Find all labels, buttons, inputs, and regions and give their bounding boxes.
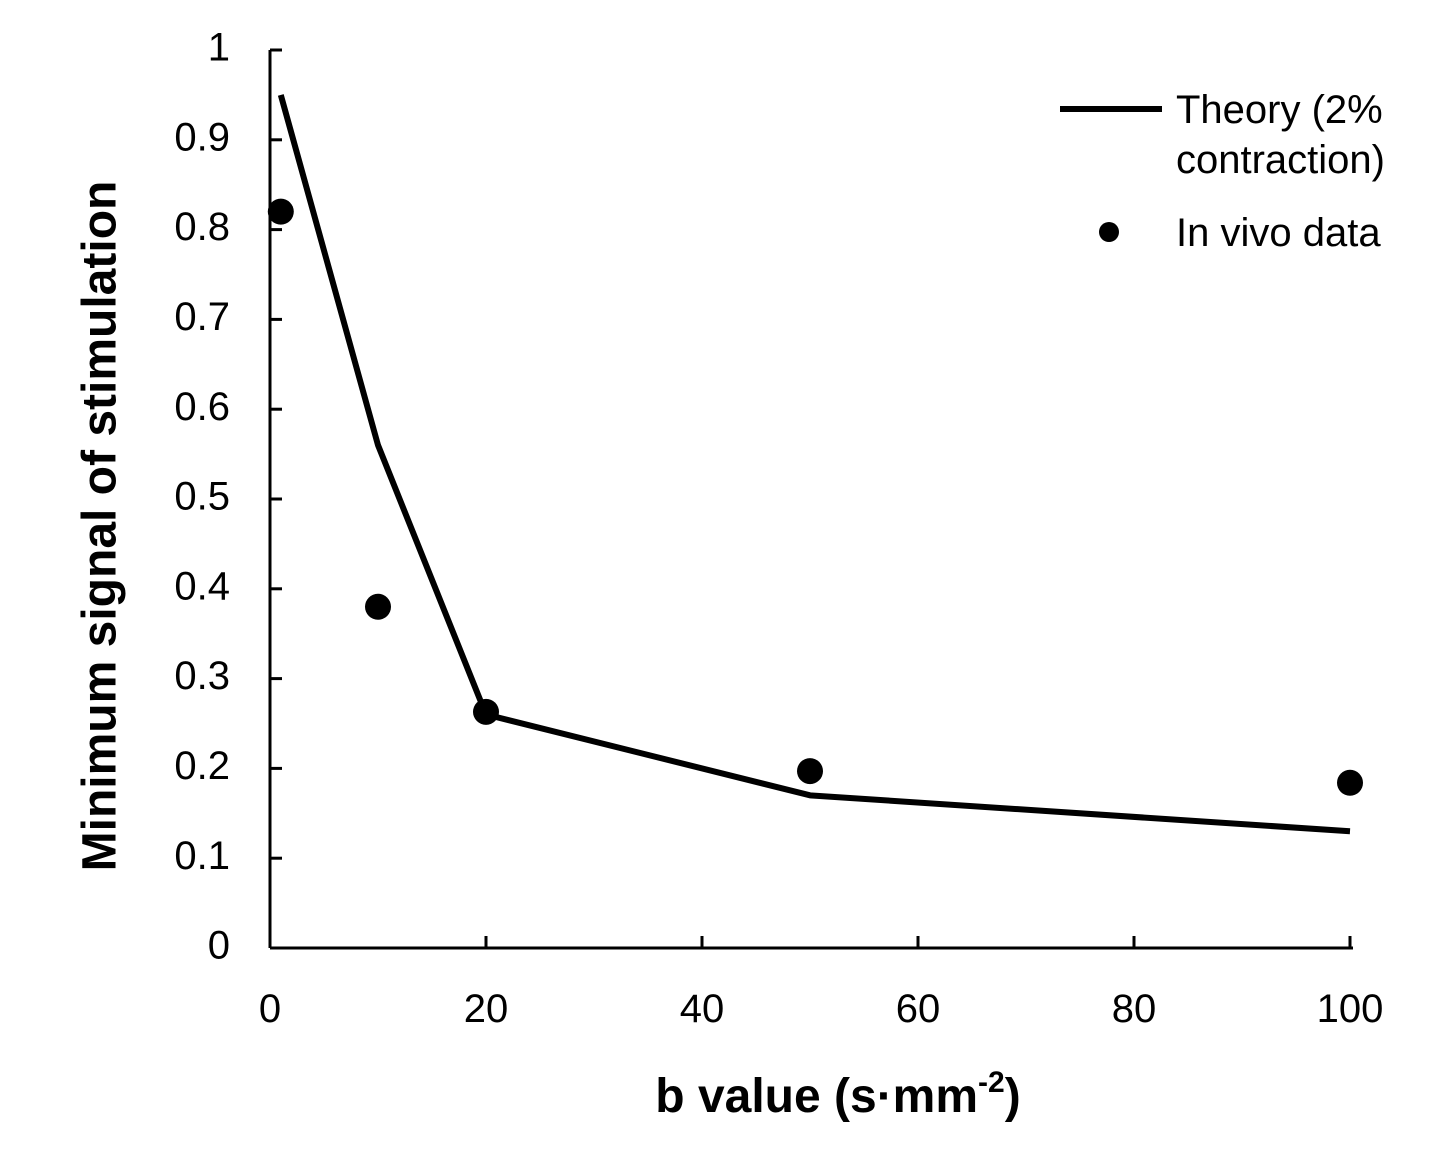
data-point-in-vivo <box>1337 769 1363 796</box>
x-axis-title-main: b value (s·mm <box>655 1070 978 1123</box>
legend-label-theory: contraction) <box>1176 138 1385 182</box>
x-ticks: 0 20 40 60 80 100 <box>259 936 1384 1031</box>
data-point-in-vivo <box>797 758 823 785</box>
y-tick-label: 0.7 <box>174 295 230 339</box>
x-axis-title-superscript: -2 <box>978 1066 1005 1099</box>
y-tick-label: 0.4 <box>174 564 230 608</box>
x-tick-label: 60 <box>896 987 941 1031</box>
x-tick-label: 40 <box>680 987 725 1031</box>
x-tick-label: 80 <box>1112 987 1157 1031</box>
x-axis-title: b value (s·mm-2) <box>655 1066 1020 1123</box>
y-tick-label: 0.9 <box>174 115 230 159</box>
y-tick-label: 0.2 <box>174 744 230 788</box>
legend-swatch-in-vivo <box>1099 222 1119 242</box>
data-point-in-vivo <box>267 198 294 225</box>
data-point-in-vivo <box>365 593 391 620</box>
y-tick-label: 0 <box>208 924 230 968</box>
y-tick-label: 0.3 <box>174 654 230 698</box>
y-axis-title: Minimum signal of stimulation <box>74 181 127 872</box>
y-tick-label: 1 <box>208 26 230 70</box>
legend-label-in-vivo: In vivo data <box>1176 211 1381 255</box>
legend-label-theory: Theory (2% <box>1176 88 1383 132</box>
series-line-theory <box>277 94 1351 835</box>
y-ticks: 0 0.1 0.2 0.3 0.4 0.5 0.6 0.7 0.8 0.9 1 <box>174 26 282 968</box>
y-tick-label: 0.8 <box>174 205 230 249</box>
series-layer <box>267 94 1363 835</box>
x-axis-title-close: ) <box>1005 1070 1021 1123</box>
axes <box>268 50 1353 950</box>
x-tick-label: 20 <box>464 987 509 1031</box>
legend: Theory (2% contraction) In vivo data <box>1060 88 1385 255</box>
x-tick-label: 0 <box>259 987 281 1031</box>
x-tick-label: 100 <box>1317 987 1384 1031</box>
y-tick-label: 0.5 <box>174 475 230 519</box>
y-tick-label: 0.1 <box>174 834 230 878</box>
data-point-in-vivo <box>473 698 499 725</box>
y-tick-label: 0.6 <box>174 385 230 429</box>
